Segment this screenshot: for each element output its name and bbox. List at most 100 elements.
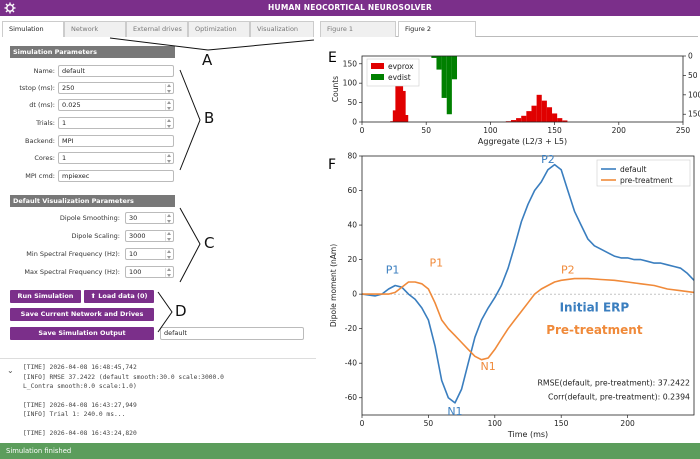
load-data-button[interactable]: ⬆ Load data (0) — [84, 290, 154, 303]
histogram-bar — [431, 56, 437, 58]
tab-figure-1[interactable]: Figure 1 — [320, 21, 396, 37]
gear-icon[interactable] — [4, 2, 16, 14]
legend-label-pre-treatment: pre-treatment — [620, 176, 673, 185]
spin-arrows-icon[interactable] — [165, 119, 172, 128]
tab-external-drives[interactable]: External drives — [126, 21, 188, 37]
spin-arrows-icon[interactable] — [165, 232, 172, 241]
spin-arrows-icon[interactable] — [165, 214, 172, 223]
x-tick-label: 200 — [612, 126, 627, 135]
annotation-overlay — [109, 37, 315, 333]
histogram-bar — [562, 120, 568, 122]
legend-swatch-evprox — [371, 63, 384, 69]
y-axis-label: Counts — [331, 76, 340, 102]
histogram-bar — [526, 111, 532, 122]
min-freq-label: Min Spectral Frequency (Hz): — [26, 250, 120, 258]
spin-arrows-icon[interactable] — [165, 250, 172, 259]
viz-params-header: Default Visualization Parameters — [10, 195, 175, 207]
x-tick-label: 0 — [360, 419, 365, 428]
figure-tab-bar: Figure 1 Figure 2 — [320, 21, 698, 37]
x-tick-label: 150 — [554, 419, 569, 428]
mpi-cmd-field[interactable]: mpiexec — [58, 170, 174, 182]
peak-label: P1 — [430, 257, 444, 270]
log-line: [TIME] 2026-04-08 16:43:24,820 — [23, 430, 137, 437]
dt-field[interactable]: 0.025 — [58, 99, 174, 111]
max-freq-field[interactable]: 100 — [125, 266, 174, 278]
chevron-down-icon[interactable]: ⌄ — [7, 366, 14, 375]
histogram-bar — [531, 105, 537, 122]
histogram-bar — [546, 107, 553, 122]
right-y-tick-label: 150 — [688, 110, 700, 119]
x-tick-label: 200 — [620, 419, 635, 428]
run-simulation-button[interactable]: Run Simulation — [10, 290, 81, 303]
tstop-label: tstop (ms): — [19, 84, 55, 92]
left-tab-bar: Simulation Network External drives Optim… — [2, 21, 314, 37]
spin-arrows-icon[interactable] — [165, 268, 172, 277]
right-y-tick-label: 50 — [688, 71, 698, 80]
legend-label-default: default — [620, 165, 646, 174]
x-tick-label: 150 — [547, 126, 562, 135]
right-y-tick-label: 0 — [688, 52, 693, 61]
peak-label: N1 — [481, 360, 496, 373]
line-chart-frame — [361, 155, 695, 416]
y-tick-label: 100 — [343, 79, 358, 88]
y-tick-label: 40 — [347, 221, 357, 230]
legend-swatch-evdist — [371, 74, 384, 80]
upload-icon: ⬆ — [90, 292, 99, 300]
corr-label: Corr(default, pre-treatment): 0.2394 — [548, 392, 690, 401]
max-freq-label: Max Spectral Frequency (Hz): — [24, 268, 120, 276]
histogram-bar — [441, 56, 447, 98]
panel-letter-f: F — [328, 157, 336, 173]
annotation-letter-d: D — [175, 302, 187, 320]
tab-visualization[interactable]: Visualization — [250, 21, 314, 37]
y-axis-label: Dipole moment (nAm) — [329, 244, 338, 327]
log-line: [INFO] Trial 1: 240.0 ms... — [23, 411, 126, 418]
spin-arrows-icon[interactable] — [165, 101, 172, 110]
name-field[interactable]: default — [58, 65, 174, 77]
x-tick-label: 50 — [421, 126, 431, 135]
dipole-smoothing-field[interactable]: 30 — [125, 212, 174, 224]
spin-arrows-icon[interactable] — [165, 154, 172, 163]
log-line: [INFO] RMSE 37.2422 (default smooth:30.0… — [23, 374, 224, 381]
backend-field[interactable]: MPI — [58, 135, 174, 147]
y-tick-label: 80 — [347, 152, 357, 161]
save-output-button[interactable]: Save Simulation Output — [10, 327, 154, 340]
app-title: HUMAN NEOCORTICAL NEUROSOLVER — [268, 3, 432, 12]
tab-network[interactable]: Network — [64, 21, 126, 37]
status-bar: Simulation finished — [0, 443, 700, 459]
tab-optimization[interactable]: Optimization — [188, 21, 250, 37]
histogram-bar — [521, 115, 527, 122]
x-tick-label: 250 — [676, 126, 691, 135]
tab-simulation[interactable]: Simulation — [2, 21, 64, 37]
annotation-letter-a: A — [202, 51, 213, 69]
histogram-frame — [361, 55, 684, 123]
y-tick-label: 0 — [352, 290, 357, 299]
y-tick-label: -60 — [345, 393, 357, 402]
spin-arrows-icon[interactable] — [165, 84, 172, 93]
panel-letter-e: E — [328, 50, 337, 66]
trials-field[interactable]: 1 — [58, 117, 174, 129]
cores-field[interactable]: 1 — [58, 152, 174, 164]
peak-label: P2 — [541, 153, 555, 166]
backend-label: Backend: — [25, 137, 55, 145]
dipole-smoothing-label: Dipole Smoothing: — [59, 214, 120, 222]
x-tick-label: 100 — [488, 419, 503, 428]
tab-figure-2[interactable]: Figure 2 — [398, 21, 476, 37]
histogram-bar — [557, 118, 563, 122]
y-tick-label: 0 — [352, 118, 357, 127]
x-tick-label: 50 — [424, 419, 434, 428]
x-tick-label: 0 — [360, 126, 365, 135]
histogram-bar — [436, 56, 442, 70]
x-axis-label: Time (ms) — [507, 430, 548, 439]
legend-label-evprox: evprox — [388, 62, 414, 71]
legend-label-evdist: evdist — [388, 73, 411, 82]
min-freq-field[interactable]: 10 — [125, 248, 174, 260]
cores-label: Cores: — [34, 154, 55, 162]
output-select[interactable]: default — [160, 327, 304, 340]
save-network-button[interactable]: Save Current Network and Drives — [10, 308, 154, 321]
dipole-scaling-field[interactable]: 3000 — [125, 230, 174, 242]
histogram-bar — [446, 56, 452, 115]
tstop-field[interactable]: 250 — [58, 82, 174, 94]
x-axis-label: Aggregate (L2/3 + L5) — [478, 137, 567, 146]
name-label: Name: — [33, 67, 55, 75]
y-tick-label: 50 — [347, 98, 357, 107]
